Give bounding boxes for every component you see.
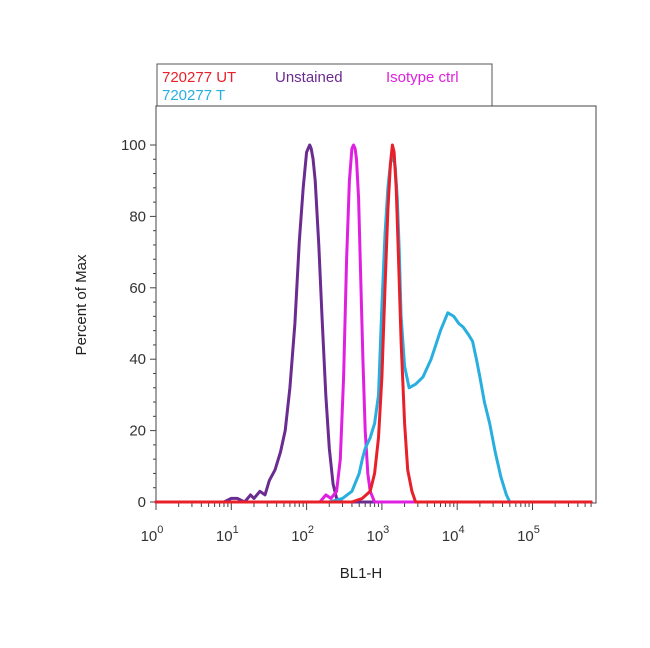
y-axis: 0 20 40 60 80 100	[121, 137, 156, 511]
x-tick-base: 10	[291, 528, 308, 545]
y-axis-title: Percent of Max	[73, 254, 90, 355]
x-tick-exponent: 1	[233, 524, 239, 536]
x-tick-exponent: 4	[458, 524, 464, 536]
x-axis: 100 101 102 103 104 105	[141, 503, 592, 545]
x-tick-exponent: 3	[383, 524, 389, 536]
x-tick-exponent: 2	[308, 524, 314, 536]
y-tick-label: 60	[129, 280, 146, 297]
y-tick-label: 40	[129, 351, 146, 368]
x-tick-base: 10	[141, 528, 158, 545]
y-tick-label: 80	[129, 208, 146, 225]
series-line-720277-t	[154, 154, 593, 504]
legend: 720277 UT Unstained Isotype ctrl 720277 …	[156, 63, 493, 107]
y-tick-label: 0	[138, 494, 146, 511]
x-tick-label: 101	[216, 524, 239, 545]
series-line-isotype-ctrl	[154, 143, 593, 504]
x-tick-label: 103	[366, 524, 389, 545]
legend-entry-720277-ut: 720277 UT	[162, 69, 236, 86]
x-tick-exponent: 5	[534, 524, 540, 536]
series-line-unstained	[154, 143, 593, 504]
x-tick-label: 104	[442, 524, 465, 545]
series-line-720277-ut	[154, 143, 593, 504]
x-axis-title: BL1-H	[340, 565, 383, 582]
x-tick-base: 10	[517, 528, 534, 545]
x-tick-exponent: 0	[157, 524, 163, 536]
x-tick-base: 10	[442, 528, 459, 545]
legend-entry-isotype-ctrl: Isotype ctrl	[386, 69, 459, 86]
legend-box	[156, 63, 493, 107]
legend-entry-720277-t: 720277 T	[162, 87, 225, 104]
y-tick-label: 20	[129, 423, 146, 440]
x-tick-base: 10	[366, 528, 383, 545]
y-tick-label: 100	[121, 137, 146, 154]
x-tick-label: 102	[291, 524, 314, 545]
x-tick-label: 100	[141, 524, 164, 545]
series-layer	[154, 143, 593, 504]
x-tick-label: 105	[517, 524, 540, 545]
x-tick-base: 10	[216, 528, 233, 545]
legend-entry-unstained: Unstained	[275, 69, 343, 86]
